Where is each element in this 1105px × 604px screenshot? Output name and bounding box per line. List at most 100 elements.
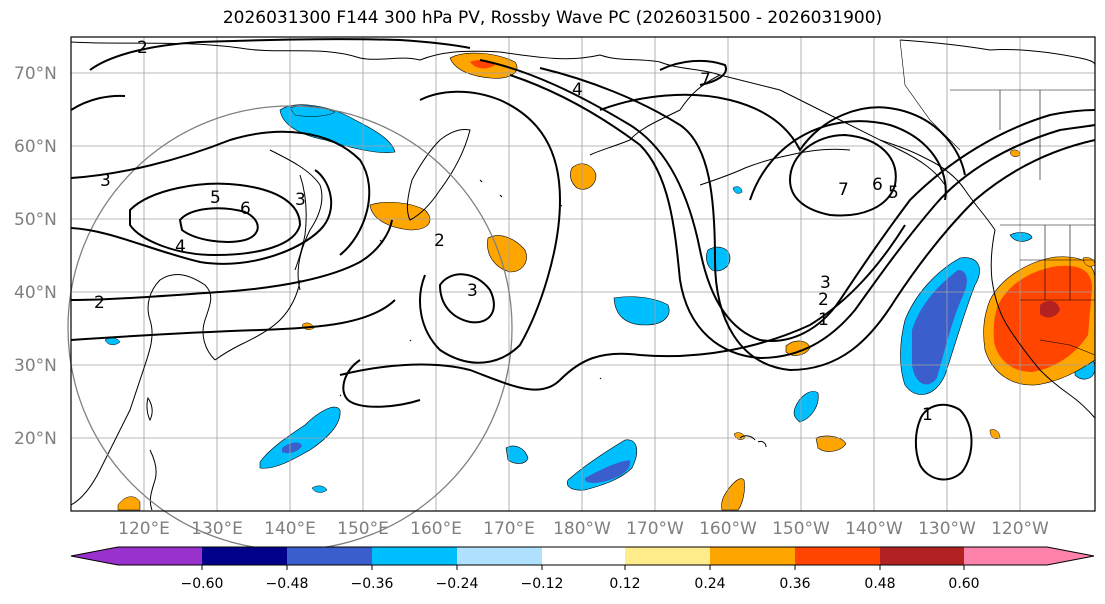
contour-3-south [342, 359, 421, 408]
contour-label: 3 [295, 190, 306, 210]
pos-anomaly-mid-b [815, 435, 847, 452]
contour-label: 3 [467, 281, 478, 301]
contour-1-west [70, 299, 396, 341]
coast-japan [214, 279, 301, 361]
pos-anomaly-western-us-core [1040, 300, 1060, 318]
colorbar-swatch-9 [880, 547, 964, 565]
pos-anomaly-bering-south [570, 163, 597, 190]
colorbar-label: 0.24 [694, 576, 725, 592]
contour-label: 7 [700, 70, 711, 90]
contour-3-mid [438, 273, 495, 324]
contour-label: 7 [838, 180, 849, 200]
colorbar-swatch-8 [795, 547, 880, 565]
lon-label-120w: 120°W [991, 519, 1049, 539]
neg-anomaly-south-japan-core [282, 442, 302, 454]
colorbar-label: 0.48 [864, 576, 895, 592]
lon-label-170e: 170°E [483, 519, 535, 539]
contour-label: 3 [820, 273, 831, 293]
lon-label-160w: 160°W [699, 519, 757, 539]
neg-anomaly-small-a [505, 445, 529, 464]
colorbar-swatch-6 [625, 547, 710, 565]
pos-anomaly-sw-corner [117, 496, 141, 511]
lat-label-50n: 50°N [14, 210, 57, 230]
coast-na-north [899, 39, 1096, 66]
contour-jet-arc [599, 93, 966, 176]
neg-anomaly-midpac [706, 246, 731, 272]
colorbar-swatch-0 [71, 547, 202, 565]
contour-1-south [339, 224, 906, 391]
neg-anomaly-dateline [613, 296, 670, 326]
lon-label-160e: 160°E [410, 519, 462, 539]
lat-label-40n: 40°N [14, 283, 57, 303]
lon-label-150e: 150°E [337, 519, 389, 539]
latitude-labels: 70°N 60°N 50°N 40°N 30°N 20°N [14, 64, 57, 449]
coast-alaska-gulf [879, 139, 996, 231]
lon-label-170w: 170°W [626, 519, 684, 539]
lon-label-130e: 130°E [191, 519, 243, 539]
neg-anomaly-aleutian [1009, 232, 1033, 242]
map-title: 2026031300 F144 300 hPa PV, Rossby Wave … [222, 8, 883, 28]
contour-labels: 2 3 5 6 4 2 3 2 3 4 7 7 6 5 3 2 1 1 [94, 38, 933, 425]
pos-anomaly-okhotsk [369, 201, 431, 231]
contour-main-jet-3 [539, 67, 1096, 372]
neg-anomaly-kuril [279, 104, 396, 153]
contour-5 [129, 182, 302, 257]
coast-hawaii [739, 435, 767, 448]
coast-alaska-west [719, 74, 946, 186]
colorbar-label: −0.24 [436, 576, 479, 592]
contour-label: 2 [434, 231, 445, 251]
contour-label: 5 [210, 188, 221, 208]
colorbar: −0.60 −0.48 −0.36 −0.24 −0.12 0.12 0.24 … [70, 546, 1095, 592]
contour-label: 6 [872, 175, 883, 195]
coast-taiwan [146, 396, 153, 422]
coast-sakhalin [294, 174, 307, 271]
coast-kamchatka [406, 129, 471, 221]
colorbar-swatch-7 [710, 547, 795, 565]
colorbar-label: −0.48 [266, 576, 309, 592]
pos-anomaly-gulf-alaska [1009, 149, 1021, 157]
contour-west-1 [70, 94, 126, 111]
pos-anomaly-kamchatka-south [487, 235, 527, 273]
graticule [70, 37, 1095, 511]
map-frame [70, 36, 1096, 512]
coast-korea-china [70, 274, 216, 506]
contour-main-jet-1 [479, 59, 1096, 342]
colorbar-swatch-3 [372, 547, 457, 565]
coast-na-west [990, 229, 1096, 419]
contour-label: 4 [175, 237, 186, 257]
contour-6-gulf [749, 120, 947, 201]
lat-label-20n: 20°N [14, 429, 57, 449]
colorbar-swatch-2 [287, 547, 372, 565]
contour-4 [70, 169, 333, 265]
colorbar-ticks [201, 565, 965, 570]
longitude-labels: 120°E 130°E 140°E 150°E 160°E 170°E 180°… [118, 519, 1049, 539]
contour-6 [178, 207, 259, 243]
colorbar-label: −0.12 [521, 576, 564, 592]
contour-3-main [70, 130, 371, 256]
lat-label-60n: 60°N [14, 137, 57, 157]
border-canada-provinces [950, 89, 1095, 180]
neg-anomaly-tiny-b [104, 337, 121, 345]
colorbar-swatch-4 [457, 547, 542, 565]
neg-anomaly-hawaii-west-core [584, 460, 631, 483]
contour-7-north [659, 59, 727, 86]
contour-main-jet-2 [509, 74, 1096, 360]
coast-russia-east [589, 74, 721, 156]
colorbar-label: −0.36 [351, 576, 394, 592]
contour-2-mid [419, 90, 562, 364]
coast-islands [339, 179, 602, 397]
colorbar-label: 0.36 [779, 576, 810, 592]
lon-label-150w: 150°W [772, 519, 830, 539]
contour-label: 2 [94, 293, 105, 313]
contour-label: 5 [888, 183, 899, 203]
contour-1-loop [914, 403, 973, 481]
contour-2-west [70, 219, 393, 301]
lon-label-130w: 130°W [918, 519, 976, 539]
lat-label-70n: 70°N [14, 64, 57, 84]
neg-anomaly-tiny-a [311, 485, 328, 493]
colorbar-label: −0.60 [181, 576, 224, 592]
coast-asia-north [70, 41, 721, 76]
coastlines [70, 39, 1096, 511]
contour-label: 4 [572, 80, 583, 100]
